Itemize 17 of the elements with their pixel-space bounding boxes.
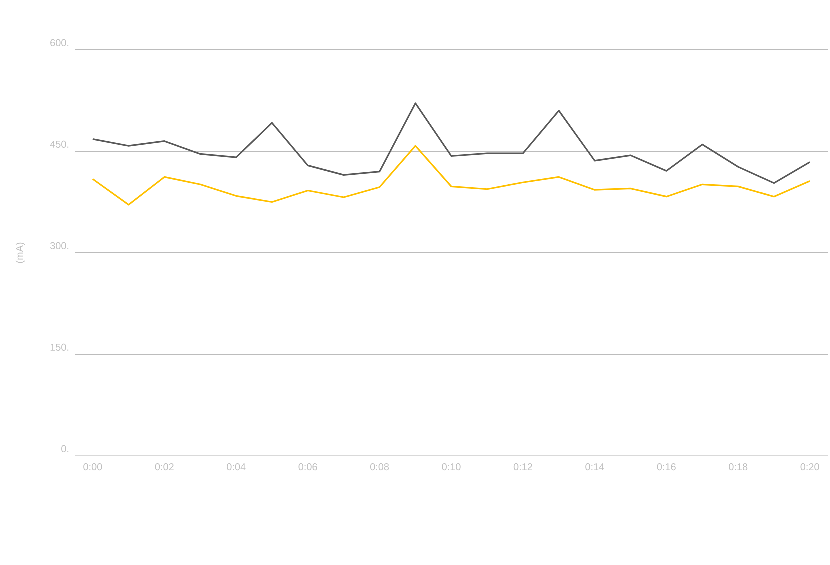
x-tick-label: 0:10: [442, 464, 461, 471]
y-tick-label: 150.: [50, 344, 69, 351]
y-tick-label: 600.: [50, 39, 69, 46]
y-tick-label: 450.: [50, 140, 69, 148]
x-tick-label: 0:16: [657, 464, 676, 471]
y-tick-label: 0.: [62, 445, 69, 452]
x-tick-label: 0:04: [227, 464, 246, 471]
x-tick-label: 0:08: [370, 464, 390, 471]
y-axis-title: (mA): [16, 242, 26, 264]
y-tick-label: 300.: [50, 242, 69, 250]
x-tick-label: 0:02: [155, 464, 174, 471]
x-tick-label: 0:00: [84, 464, 102, 471]
x-tick-label: 0:14: [586, 464, 604, 471]
x-tick-label: 0:12: [514, 464, 532, 471]
x-tick-label: 0:20: [800, 464, 820, 471]
x-tick-label: 0:18: [729, 464, 748, 471]
x-tick-label: 0:06: [298, 464, 318, 471]
